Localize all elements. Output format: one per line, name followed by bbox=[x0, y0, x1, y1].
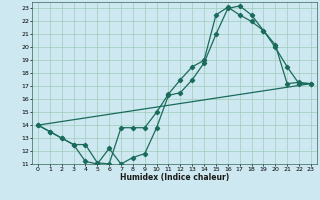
X-axis label: Humidex (Indice chaleur): Humidex (Indice chaleur) bbox=[120, 173, 229, 182]
